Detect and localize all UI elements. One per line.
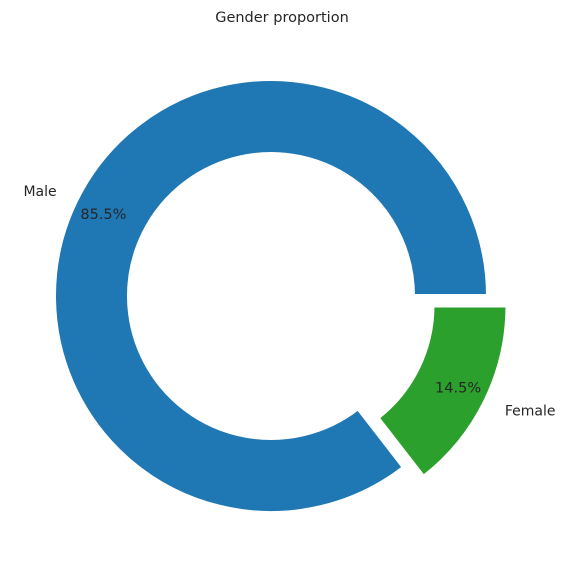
percent-label-female: 14.5% [435, 381, 481, 397]
chart-title: Gender proportion [215, 10, 349, 26]
slices-group [52, 77, 510, 515]
labels-group: Male 85.5% Female 14.5% [23, 184, 555, 420]
slice-male [52, 77, 491, 515]
category-label-male: Male [23, 184, 56, 200]
percent-label-male: 85.5% [80, 207, 126, 223]
slice-female [374, 303, 510, 480]
category-label-female: Female [505, 404, 556, 420]
